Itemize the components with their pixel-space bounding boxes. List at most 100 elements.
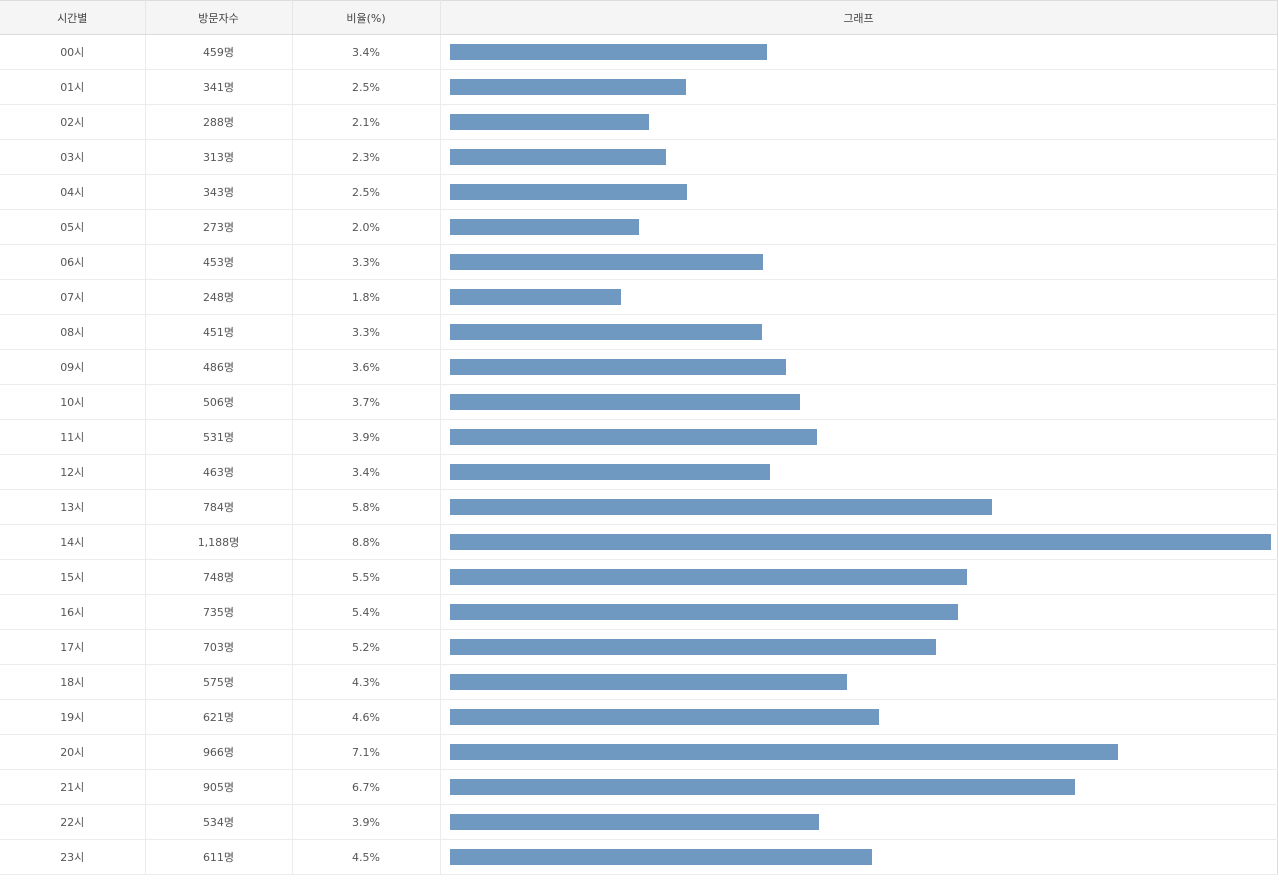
graph-cell (440, 524, 1278, 560)
hour-cell: 14시 (0, 524, 146, 560)
graph-cell (440, 244, 1278, 280)
visitor-bar (449, 44, 767, 60)
hour-cell: 10시 (0, 384, 146, 420)
graph-cell (440, 34, 1278, 70)
graph-cell (440, 174, 1278, 210)
ratio-cell: 3.3% (292, 244, 441, 280)
visitor-bar (449, 359, 786, 375)
visitors-cell: 966명 (145, 734, 293, 770)
visitor-bar (449, 814, 819, 830)
ratio-cell: 5.5% (292, 559, 441, 595)
table-row: 14시 1,188명 8.8% (0, 524, 1278, 560)
visitor-bar (449, 289, 621, 305)
visitor-bar (449, 464, 770, 480)
graph-cell (440, 559, 1278, 595)
table-row: 20시 966명 7.1% (0, 734, 1278, 770)
visitor-bar (449, 709, 879, 725)
table-row: 15시 748명 5.5% (0, 559, 1278, 595)
visitor-bar (449, 394, 800, 410)
visitor-bar (449, 429, 817, 445)
graph-cell (440, 69, 1278, 105)
table-row: 19시 621명 4.6% (0, 699, 1278, 735)
graph-cell (440, 104, 1278, 140)
visitors-cell: 463명 (145, 454, 293, 490)
table-row: 00시 459명 3.4% (0, 34, 1278, 70)
graph-cell (440, 629, 1278, 665)
ratio-cell: 5.2% (292, 629, 441, 665)
hour-cell: 19시 (0, 699, 146, 735)
visitor-bar (449, 79, 686, 95)
table-row: 07시 248명 1.8% (0, 279, 1278, 315)
ratio-cell: 4.5% (292, 839, 441, 875)
hour-cell: 20시 (0, 734, 146, 770)
ratio-cell: 3.6% (292, 349, 441, 385)
ratio-cell: 3.9% (292, 804, 441, 840)
ratio-cell: 3.9% (292, 419, 441, 455)
ratio-cell: 3.4% (292, 34, 441, 70)
ratio-cell: 2.5% (292, 69, 441, 105)
ratio-cell: 5.4% (292, 594, 441, 630)
header-hour: 시간별 (0, 0, 146, 35)
visitor-bar (449, 779, 1075, 795)
visitors-cell: 288명 (145, 104, 293, 140)
table-row: 01시 341명 2.5% (0, 69, 1278, 105)
ratio-cell: 7.1% (292, 734, 441, 770)
hour-cell: 13시 (0, 489, 146, 525)
ratio-cell: 5.8% (292, 489, 441, 525)
table-header-row: 시간별 방문자수 비율(%) 그래프 (0, 0, 1278, 35)
ratio-cell: 3.7% (292, 384, 441, 420)
visitors-cell: 341명 (145, 69, 293, 105)
ratio-cell: 3.4% (292, 454, 441, 490)
visitors-cell: 531명 (145, 419, 293, 455)
hour-cell: 03시 (0, 139, 146, 175)
visitor-bar (449, 639, 936, 655)
header-graph: 그래프 (440, 0, 1278, 35)
visitors-cell: 248명 (145, 279, 293, 315)
header-visitors: 방문자수 (145, 0, 293, 35)
graph-cell (440, 489, 1278, 525)
graph-cell (440, 664, 1278, 700)
ratio-cell: 3.3% (292, 314, 441, 350)
hour-cell: 16시 (0, 594, 146, 630)
visitors-cell: 453명 (145, 244, 293, 280)
graph-cell (440, 314, 1278, 350)
hour-cell: 09시 (0, 349, 146, 385)
table-row: 21시 905명 6.7% (0, 769, 1278, 805)
table-row: 12시 463명 3.4% (0, 454, 1278, 490)
table-row: 22시 534명 3.9% (0, 804, 1278, 840)
table-row: 18시 575명 4.3% (0, 664, 1278, 700)
visitors-cell: 451명 (145, 314, 293, 350)
visitor-bar (449, 604, 958, 620)
visitor-bar (449, 534, 1271, 550)
visitors-cell: 273명 (145, 209, 293, 245)
visitor-bar (449, 219, 639, 235)
graph-cell (440, 209, 1278, 245)
hour-cell: 00시 (0, 34, 146, 70)
table-row: 11시 531명 3.9% (0, 419, 1278, 455)
hour-cell: 17시 (0, 629, 146, 665)
ratio-cell: 4.3% (292, 664, 441, 700)
ratio-cell: 2.1% (292, 104, 441, 140)
hour-cell: 21시 (0, 769, 146, 805)
graph-cell (440, 804, 1278, 840)
hour-cell: 08시 (0, 314, 146, 350)
visitors-cell: 784명 (145, 489, 293, 525)
graph-cell (440, 734, 1278, 770)
graph-cell (440, 419, 1278, 455)
hour-cell: 06시 (0, 244, 146, 280)
visitors-cell: 905명 (145, 769, 293, 805)
header-ratio: 비율(%) (292, 0, 441, 35)
visitors-cell: 1,188명 (145, 524, 293, 560)
hour-cell: 23시 (0, 839, 146, 875)
table-row: 03시 313명 2.3% (0, 139, 1278, 175)
hour-cell: 18시 (0, 664, 146, 700)
visitors-cell: 611명 (145, 839, 293, 875)
graph-cell (440, 384, 1278, 420)
table-row: 17시 703명 5.2% (0, 629, 1278, 665)
visitor-bar (449, 254, 763, 270)
visitor-bar (449, 184, 687, 200)
table-row: 04시 343명 2.5% (0, 174, 1278, 210)
table-row: 02시 288명 2.1% (0, 104, 1278, 140)
ratio-cell: 2.3% (292, 139, 441, 175)
